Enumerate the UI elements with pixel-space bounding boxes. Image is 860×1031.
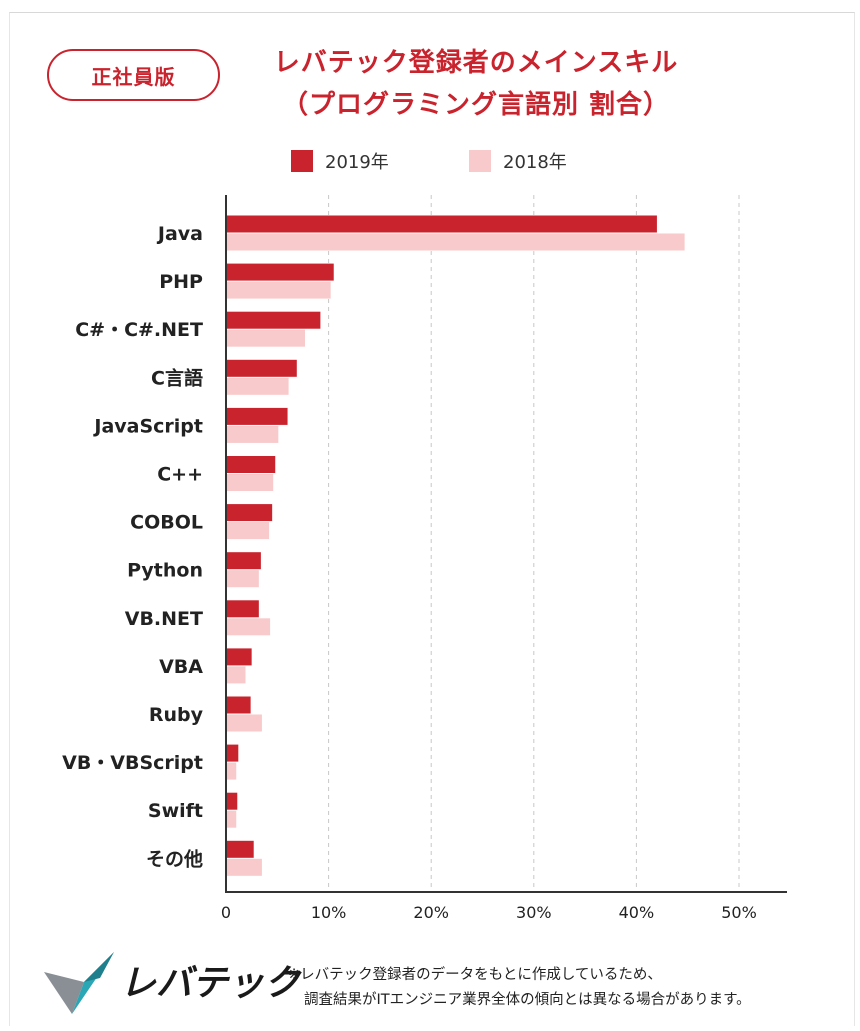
bar-2018-5 [226,474,274,491]
x-tick-label-10: 10% [311,903,347,922]
category-label-10: Ruby [149,704,204,726]
bar-2018-7 [226,570,259,588]
x-tick-label-20: 20% [413,903,449,922]
x-tick-label-0: 0 [221,903,231,922]
bar-2018-1 [226,281,331,299]
category-label-11: VB・VBScript [62,752,203,774]
bar-2019-2 [226,311,321,329]
bar-2018-11 [226,762,237,780]
employment-type-badge: 正社員版 [47,49,220,101]
bar-2019-9 [226,648,252,666]
bar-2018-2 [226,329,306,347]
bar-2018-12 [226,810,237,828]
category-label-2: C#・C#.NET [75,319,203,341]
bar-2018-13 [226,858,262,876]
bar-2018-3 [226,377,289,395]
bar-2018-6 [226,522,270,540]
x-tick-label-40: 40% [619,903,655,922]
bar-2018-4 [226,425,279,443]
bar-2019-3 [226,359,297,377]
bar-2019-8 [226,600,259,618]
chart-title-line-1: レバテック登録者のメインスキル [273,48,679,78]
legend-item-2019: 2019年 [291,148,389,174]
bar-2019-13 [226,840,254,858]
bar-2019-1 [226,263,334,281]
bar-2019-4 [226,407,288,425]
bar-2019-12 [226,792,238,810]
bar-2018-0 [226,233,685,251]
footnote-line-2: 調査結果がITエンジニア業界全体の傾向とは異なる場合があります。 [304,992,751,1008]
category-label-4: JavaScript [92,415,203,437]
chart-title: レバテック登録者のメインスキル （プログラミング言語別 割合） [236,42,716,126]
logo-wordmark: レバテック [120,963,301,1004]
bar-2018-8 [226,618,271,636]
category-label-7: Python [127,560,203,582]
chart-title-line-2: （プログラミング言語別 割合） [281,90,671,120]
chart-frame [9,12,855,1026]
legend-item-2018: 2018年 [469,148,567,174]
bar-2019-11 [226,744,239,762]
levtech-logo: レバテック [44,948,300,1018]
bar-2019-6 [226,504,273,522]
footnote-line-1: ※レバテック登録者のデータをもとに作成しているため、 [288,967,662,983]
category-label-6: COBOL [130,512,203,534]
category-label-1: PHP [159,271,203,293]
category-label-12: Swift [148,800,203,822]
bar-chart: Java PHP C#・C#.NET C言語 JavaScript C++ COBOL Pyt… [62,195,787,922]
category-label-13: その他 [146,847,203,870]
category-label-9: VBA [159,656,203,678]
category-label-0: Java [156,223,203,245]
logo-mark-icon [44,952,114,1014]
bar-2018-10 [226,714,262,732]
category-label-5: C++ [157,464,203,486]
category-label-3: C言語 [151,366,203,389]
legend-label-2019: 2019年 [325,152,389,173]
bar-2019-5 [226,456,276,473]
legend-label-2018: 2018年 [503,152,567,173]
bar-2018-9 [226,666,246,684]
footnote: ※レバテック登録者のデータをもとに作成しているため、 調査結果がITエンジニア業… [288,963,848,1013]
bar-2019-10 [226,696,251,714]
bar-2019-0 [226,215,657,233]
x-tick-label-30: 30% [516,903,552,922]
chart-legend: 2019年 2018年 [0,148,860,178]
legend-swatch-2019 [291,150,313,172]
legend-swatch-2018 [469,150,491,172]
category-label-8: VB.NET [125,608,203,630]
bar-2019-7 [226,552,261,570]
x-tick-label-50: 50% [721,903,757,922]
